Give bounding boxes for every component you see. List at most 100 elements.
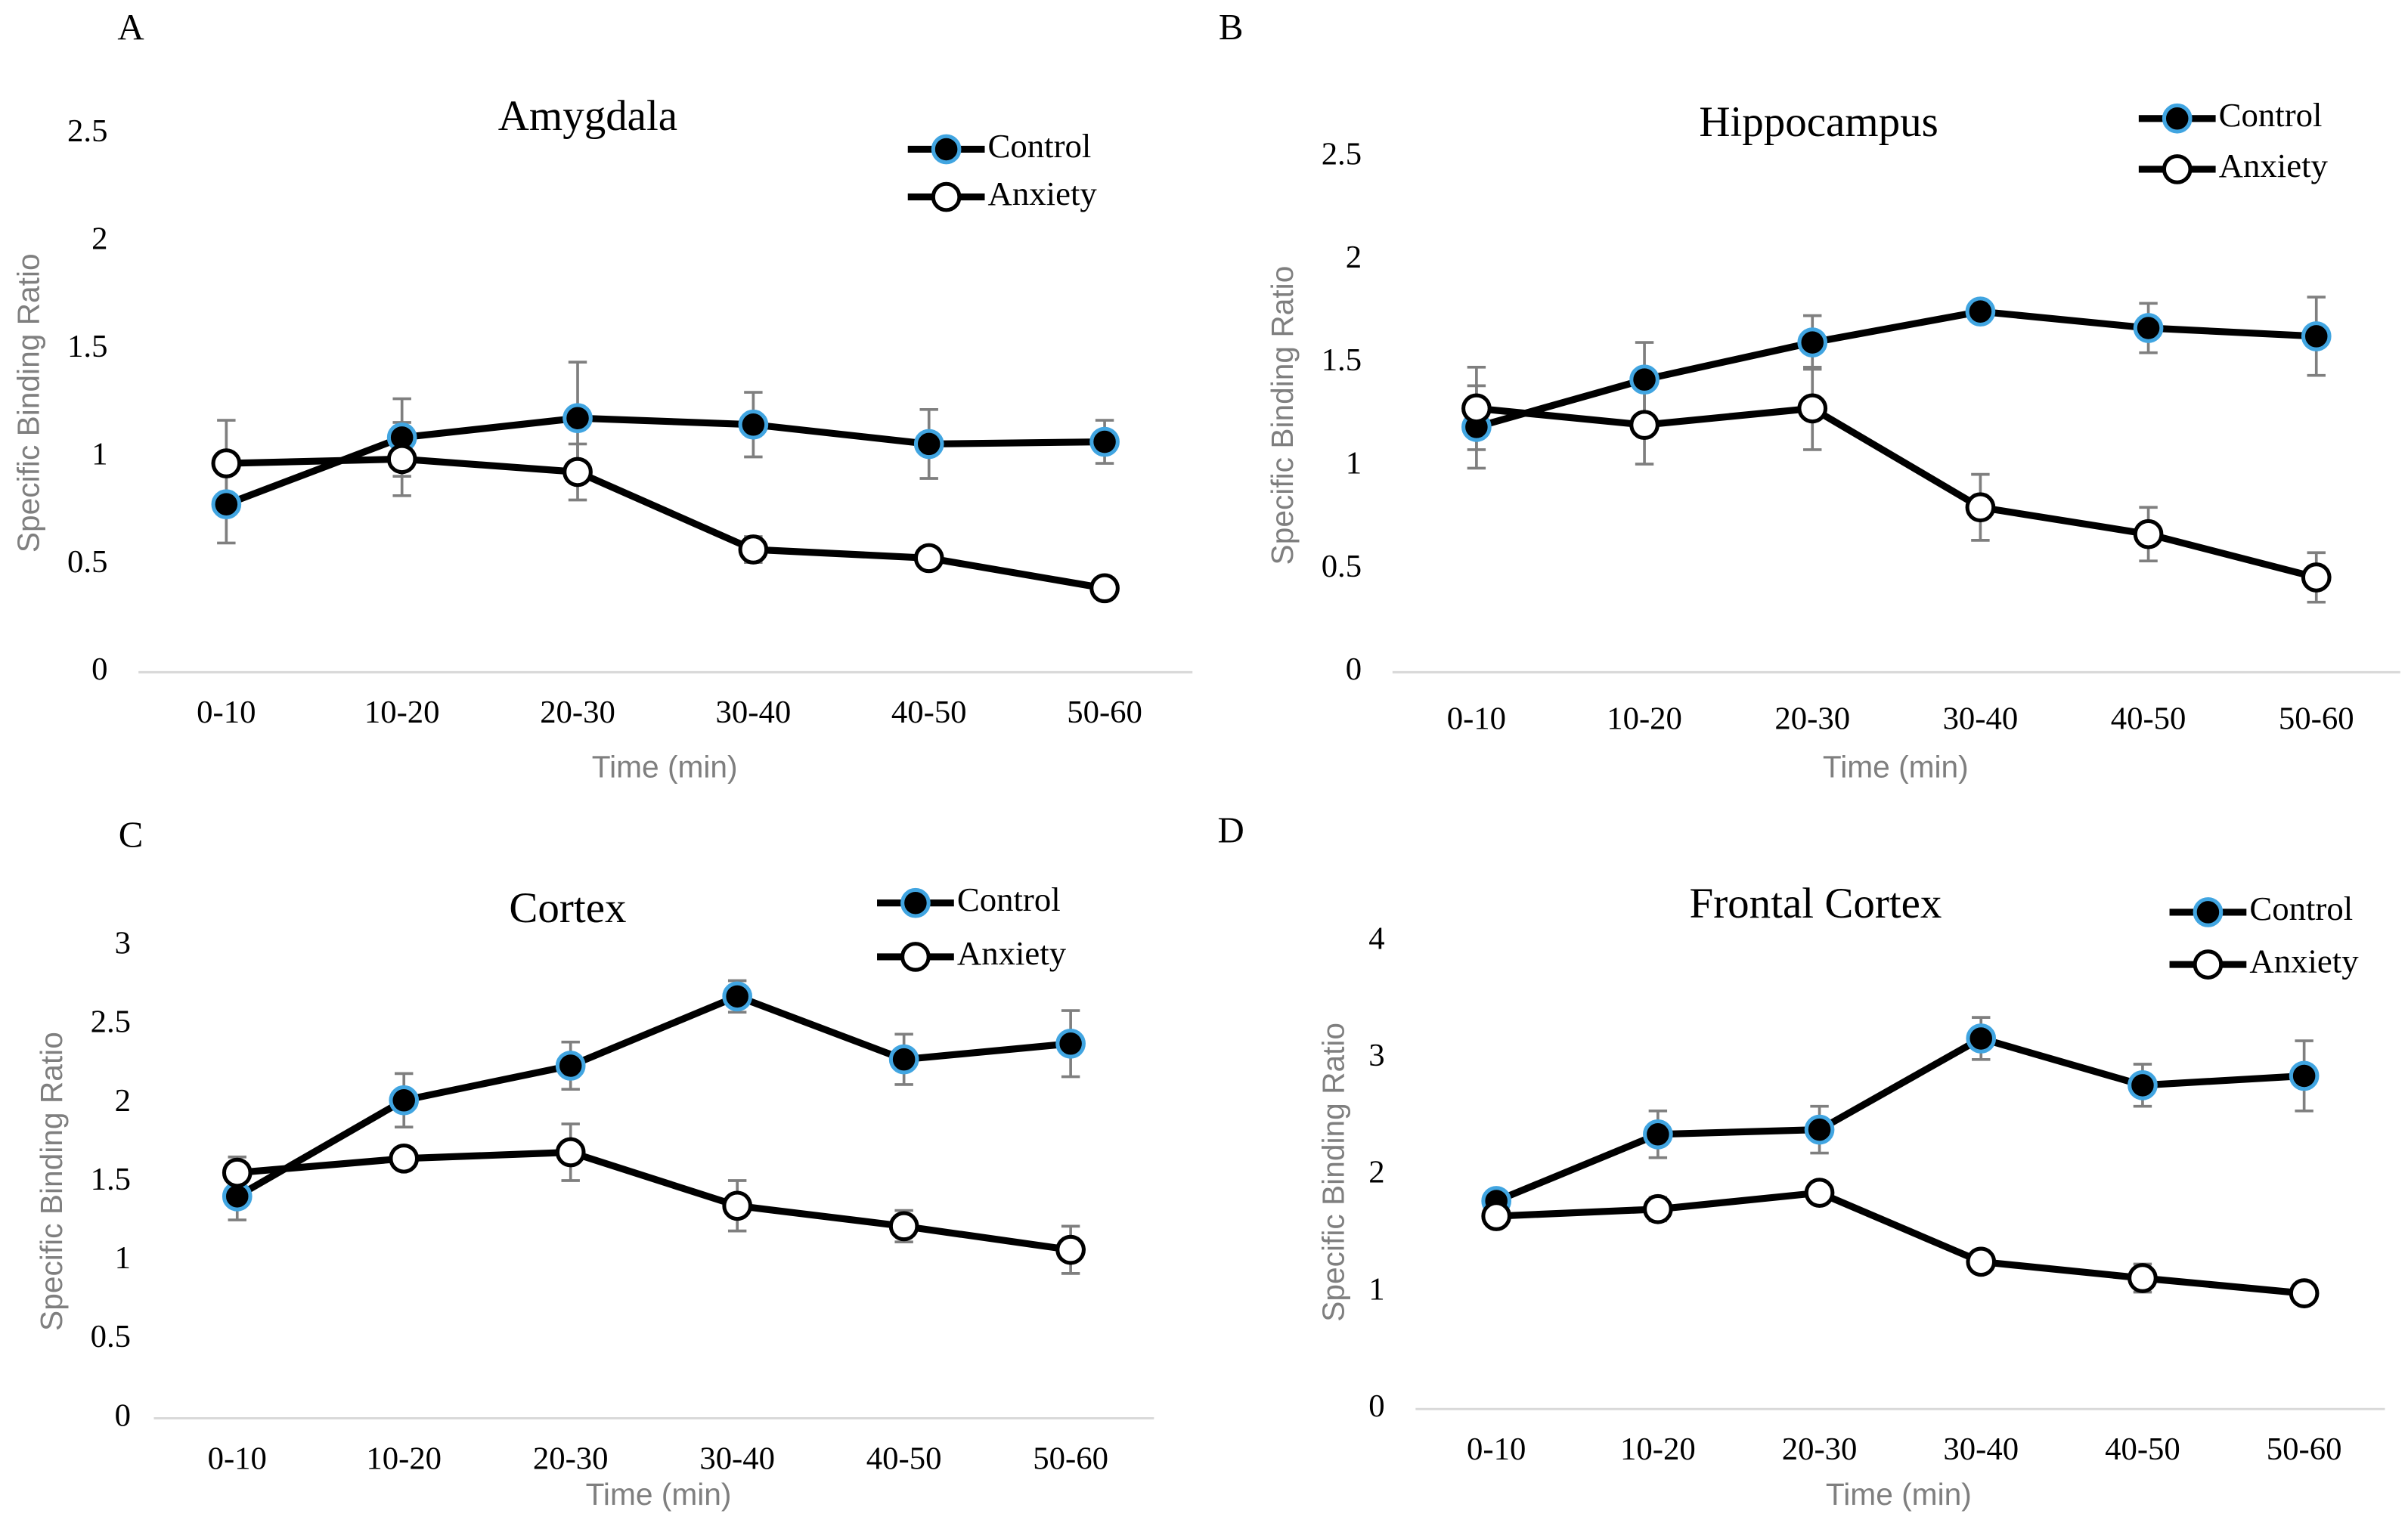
data-point: [1797, 393, 1828, 424]
data-point: [2133, 313, 2164, 343]
x-tick-label: 20-30: [533, 1441, 609, 1476]
x-tick-label: 0-10: [208, 1441, 267, 1476]
legend-marker: [2193, 897, 2224, 927]
series-line: [235, 992, 1071, 1199]
y-tick-label: 2: [91, 221, 107, 256]
x-tick-label: 50-60: [2267, 1432, 2342, 1467]
x-tick-label: 30-40: [716, 695, 792, 730]
x-tick-label: 40-50: [891, 695, 967, 730]
x-tick-label: 50-60: [1067, 695, 1142, 730]
data-point: [2289, 1278, 2320, 1308]
y-tick-label: 3: [1368, 1038, 1384, 1073]
legend-label: Control: [2219, 96, 2323, 134]
y-tick-label: 0: [1346, 652, 1362, 687]
x-tick-label: 40-50: [866, 1441, 942, 1476]
data-point: [1797, 327, 1828, 358]
data-point: [1629, 410, 1660, 441]
y-tick-label: 1: [91, 436, 107, 472]
legend-marker: [2193, 949, 2224, 980]
series-line: [1495, 1189, 2305, 1297]
data-point: [1643, 1193, 1673, 1224]
y-tick-label: 2.5: [91, 1004, 131, 1040]
x-axis-label: Time (min): [1823, 749, 1969, 784]
data-point: [211, 448, 242, 478]
x-tick-label: 0-10: [1447, 701, 1506, 736]
x-tick-label: 0-10: [197, 695, 256, 730]
y-tick-label: 0.5: [1322, 549, 1362, 584]
data-point: [722, 981, 753, 1012]
data-point: [1055, 1234, 1086, 1265]
series-line: [1476, 404, 2317, 581]
x-tick-label: 20-30: [1774, 701, 1850, 736]
y-axis-label: Specific Binding Ratio: [1316, 1023, 1350, 1322]
legend-marker: [900, 887, 931, 918]
legend-marker: [931, 181, 962, 212]
legend-label: Anxiety: [957, 934, 1067, 972]
legend-label: Anxiety: [988, 175, 1098, 212]
legend-label: Control: [988, 127, 1092, 165]
data-point: [913, 429, 944, 460]
x-tick-label: 0-10: [1467, 1432, 1526, 1467]
data-point: [211, 489, 242, 520]
panel-label: A: [117, 6, 144, 48]
y-axis-label: Specific Binding Ratio: [1265, 266, 1300, 565]
data-point: [1089, 573, 1120, 604]
x-tick-label: 10-20: [1620, 1432, 1696, 1467]
data-point: [2301, 562, 2332, 593]
chart-title: Frontal Cortex: [1690, 880, 1942, 927]
data-point: [913, 543, 944, 574]
data-point: [555, 1137, 586, 1168]
x-tick-label: 10-20: [1607, 701, 1682, 736]
x-tick-label: 30-40: [699, 1441, 775, 1476]
y-tick-label: 1: [1346, 446, 1362, 481]
data-point: [1089, 426, 1120, 457]
x-tick-label: 40-50: [2111, 701, 2186, 736]
legend-label: Anxiety: [2219, 147, 2329, 184]
y-axis-label: Specific Binding Ratio: [34, 1032, 69, 1331]
series-line: [226, 455, 1105, 592]
data-point: [2301, 321, 2332, 351]
data-point: [222, 1157, 253, 1188]
legend-marker: [2162, 103, 2193, 134]
y-tick-label: 0: [1368, 1388, 1384, 1424]
data-point: [2289, 1060, 2320, 1091]
y-tick-label: 0: [115, 1398, 131, 1433]
data-point: [2128, 1263, 2158, 1293]
chart-title: Amygdala: [498, 92, 677, 140]
data-point: [1461, 393, 1492, 424]
data-point: [1965, 296, 1996, 327]
data-point: [738, 409, 769, 440]
data-point: [1966, 1023, 1997, 1054]
y-tick-label: 0: [91, 652, 107, 687]
x-tick-label: 10-20: [364, 695, 440, 730]
y-tick-label: 0.5: [91, 1319, 131, 1354]
legend-label: Control: [957, 881, 1061, 918]
x-tick-label: 50-60: [2279, 701, 2354, 736]
data-point: [722, 1190, 753, 1221]
data-point: [1481, 1201, 1512, 1231]
data-point: [562, 403, 593, 434]
data-point: [386, 444, 417, 475]
data-point: [1965, 492, 1996, 523]
data-point: [389, 1085, 420, 1116]
x-tick-label: 50-60: [1033, 1441, 1108, 1476]
y-tick-label: 2.5: [1322, 136, 1362, 172]
x-tick-label: 10-20: [366, 1441, 442, 1476]
data-point: [1804, 1114, 1835, 1145]
y-tick-label: 2: [1368, 1155, 1384, 1190]
chart-title: Cortex: [509, 884, 626, 932]
data-point: [2128, 1069, 2158, 1100]
legend-label: Control: [2249, 890, 2353, 927]
series-line: [225, 414, 1105, 508]
data-point: [888, 1044, 919, 1075]
x-tick-label: 40-50: [2105, 1432, 2180, 1467]
legend-marker: [931, 134, 962, 165]
data-point: [562, 457, 593, 488]
panel-label: B: [1219, 6, 1244, 48]
y-tick-label: 2.5: [67, 113, 107, 149]
data-point: [1804, 1178, 1835, 1208]
y-axis-label: Specific Binding Ratio: [11, 253, 45, 553]
legend-label: Anxiety: [2249, 942, 2359, 980]
x-tick-label: 20-30: [540, 695, 615, 730]
